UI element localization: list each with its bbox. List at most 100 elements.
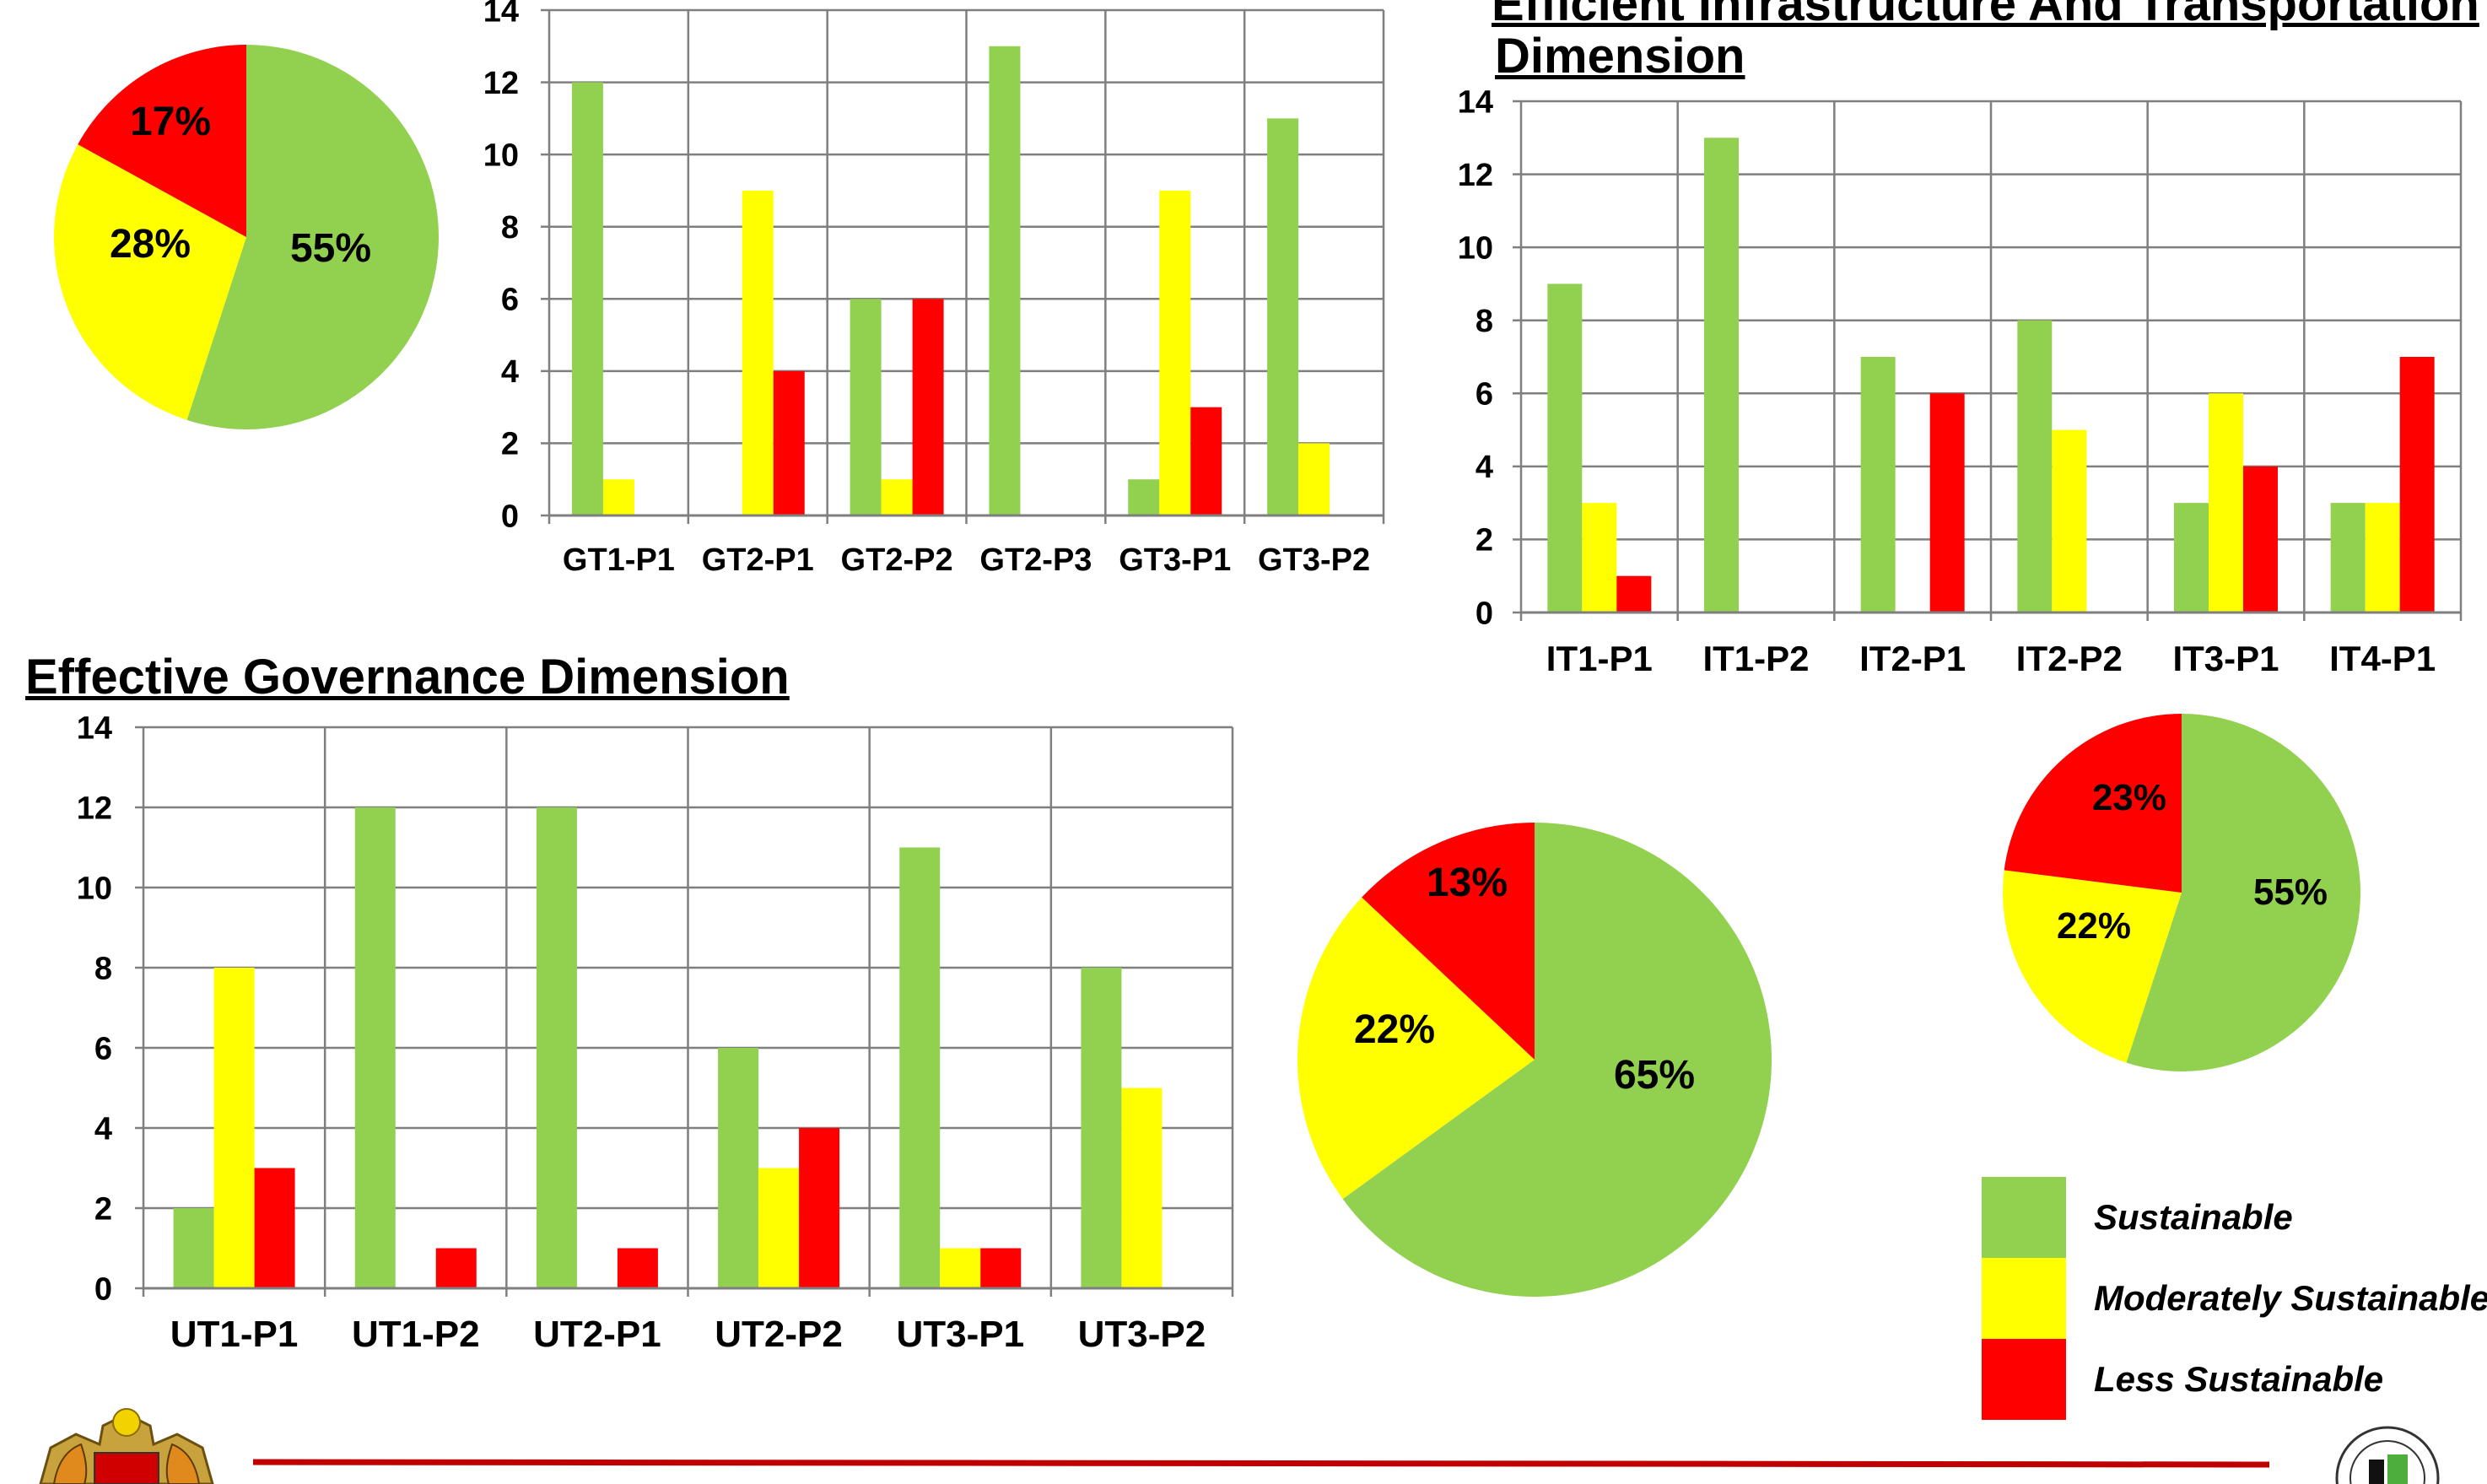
- pie-slice-label: 55%: [290, 226, 371, 271]
- y-tick-label: 2: [1475, 523, 1493, 559]
- x-tick-label: GT2-P2: [841, 542, 953, 578]
- x-tick-label: IT2-P2: [2016, 639, 2123, 678]
- y-tick-label: 12: [77, 791, 112, 826]
- bar: [773, 370, 805, 515]
- pie-slice-label: 65%: [1614, 1053, 1695, 1098]
- y-tick-label: 14: [77, 710, 112, 746]
- y-tick-label: 8: [94, 951, 112, 986]
- legend-swatch: [1982, 1177, 2066, 1258]
- bar: [1298, 443, 1330, 515]
- x-tick-label: UT2-P1: [533, 1314, 661, 1355]
- y-tick-label: 6: [94, 1031, 112, 1066]
- x-tick-label: UT1-P1: [170, 1314, 299, 1355]
- pie-slice: [1297, 897, 1535, 1200]
- footer-rule: [252, 1459, 2270, 1468]
- pie-slice: [186, 45, 439, 430]
- y-tick-label: 8: [1475, 304, 1493, 339]
- bar: [1616, 575, 1652, 612]
- bar: [2052, 429, 2087, 612]
- bar: [617, 1248, 658, 1288]
- bar: [1929, 393, 1965, 612]
- y-tick-label: 6: [501, 283, 519, 318]
- bar: [850, 299, 882, 515]
- legend-swatch: [1982, 1339, 2066, 1420]
- bar: [2330, 503, 2366, 612]
- bar: [940, 1248, 981, 1288]
- pie-slice: [2126, 714, 2360, 1071]
- x-tick-label: GT3-P1: [1119, 542, 1231, 578]
- x-tick-label: UT3-P2: [1078, 1314, 1206, 1355]
- bar: [1121, 1087, 1163, 1288]
- y-tick-label: 12: [1458, 158, 1493, 193]
- bar: [881, 479, 913, 515]
- bar: [2209, 393, 2243, 612]
- bar: [799, 1128, 840, 1288]
- pie-slice: [2003, 870, 2182, 1063]
- bar: [718, 1048, 759, 1288]
- legend-label: Less Sustainable: [2094, 1359, 2383, 1399]
- x-tick-label: IT4-P1: [2329, 639, 2436, 678]
- infra-heading-line2: Dimension: [1495, 29, 1745, 84]
- bar: [1267, 118, 1299, 515]
- bar: [1582, 503, 1617, 612]
- x-tick-label: GT2-P3: [979, 542, 1092, 578]
- bar: [435, 1248, 477, 1288]
- x-tick-label: IT3-P1: [2172, 639, 2279, 678]
- y-tick-label: 4: [1475, 450, 1493, 485]
- bar: [1159, 190, 1191, 515]
- y-tick-label: 14: [1458, 84, 1493, 120]
- x-tick-label: IT1-P2: [1702, 639, 1809, 678]
- pie-slice: [1342, 823, 1772, 1297]
- infra-heading-line1: Efficient Infrastructure And Transportat…: [1492, 0, 2479, 31]
- x-tick-label: IT2-P1: [1859, 639, 1966, 678]
- y-tick-label: 0: [94, 1271, 112, 1307]
- pie-slice-label: 17%: [130, 100, 211, 144]
- pie-slice-label: 28%: [110, 222, 191, 267]
- pie-slice: [54, 144, 246, 420]
- bar: [1860, 357, 1896, 612]
- legend-label: Sustainable: [2094, 1197, 2293, 1237]
- y-tick-label: 10: [1458, 230, 1493, 266]
- x-tick-label: IT1-P1: [1546, 639, 1653, 678]
- pie-slice: [1362, 823, 1535, 1060]
- bar: [602, 479, 634, 515]
- bar: [1190, 407, 1222, 515]
- y-tick-label: 6: [1475, 377, 1493, 413]
- y-tick-label: 8: [501, 210, 519, 246]
- bar: [2365, 503, 2400, 612]
- pie-slice-label: 22%: [1354, 1007, 1435, 1052]
- pie-slice-label: 55%: [2253, 872, 2328, 913]
- bar: [254, 1168, 295, 1288]
- pie-slice: [2004, 713, 2182, 893]
- bar: [758, 1168, 800, 1288]
- x-tick-label: GT2-P1: [702, 542, 814, 578]
- coat-of-arms-logo: [39, 1408, 214, 1484]
- bar: [173, 1208, 214, 1288]
- pie-slice-label: 13%: [1427, 861, 1508, 905]
- bar: [1128, 479, 1160, 515]
- y-tick-label: 2: [94, 1191, 112, 1227]
- x-tick-label: UT1-P2: [352, 1314, 480, 1355]
- y-tick-label: 0: [1475, 596, 1493, 631]
- pie-slice-label: 23%: [2092, 777, 2166, 818]
- y-tick-label: 10: [77, 871, 112, 906]
- y-tick-label: 0: [501, 499, 519, 534]
- pie-slice-label: 22%: [2057, 905, 2131, 947]
- legend-swatch: [1982, 1258, 2066, 1339]
- bar: [980, 1248, 1022, 1288]
- bar: [742, 190, 774, 515]
- y-tick-label: 4: [94, 1111, 112, 1147]
- pie-slice: [78, 45, 246, 237]
- bar: [899, 847, 941, 1288]
- y-tick-label: 4: [501, 354, 519, 390]
- x-tick-label: GT1-P1: [563, 542, 675, 578]
